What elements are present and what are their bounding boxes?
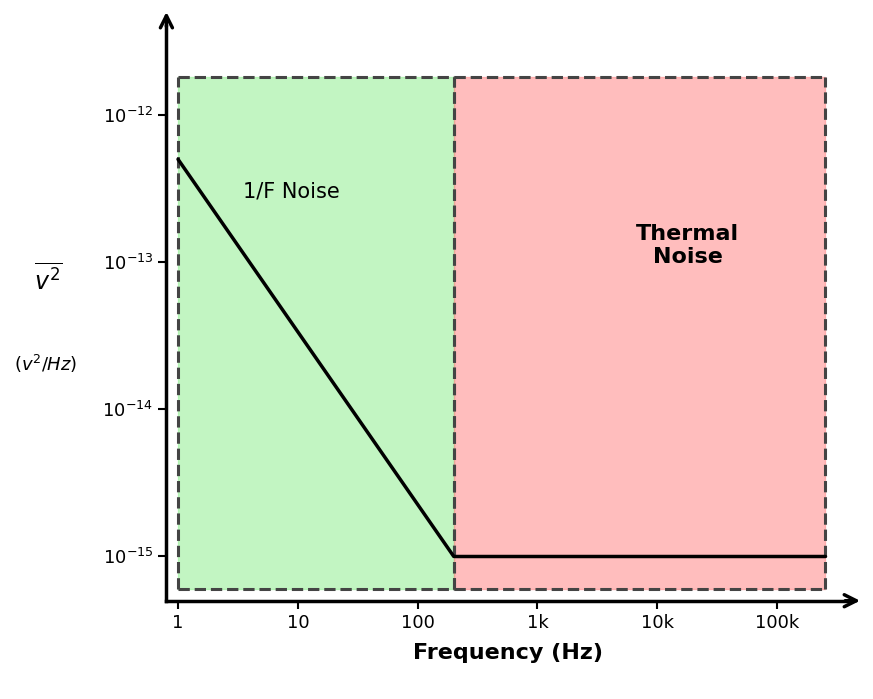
Text: 1/F Noise: 1/F Noise [244,182,340,202]
Text: Thermal
Noise: Thermal Noise [636,224,739,267]
Text: $(v^2/Hz)$: $(v^2/Hz)$ [14,352,77,375]
Text: $\overline{v^2}$: $\overline{v^2}$ [34,264,62,296]
X-axis label: Frequency (Hz): Frequency (Hz) [413,643,603,663]
